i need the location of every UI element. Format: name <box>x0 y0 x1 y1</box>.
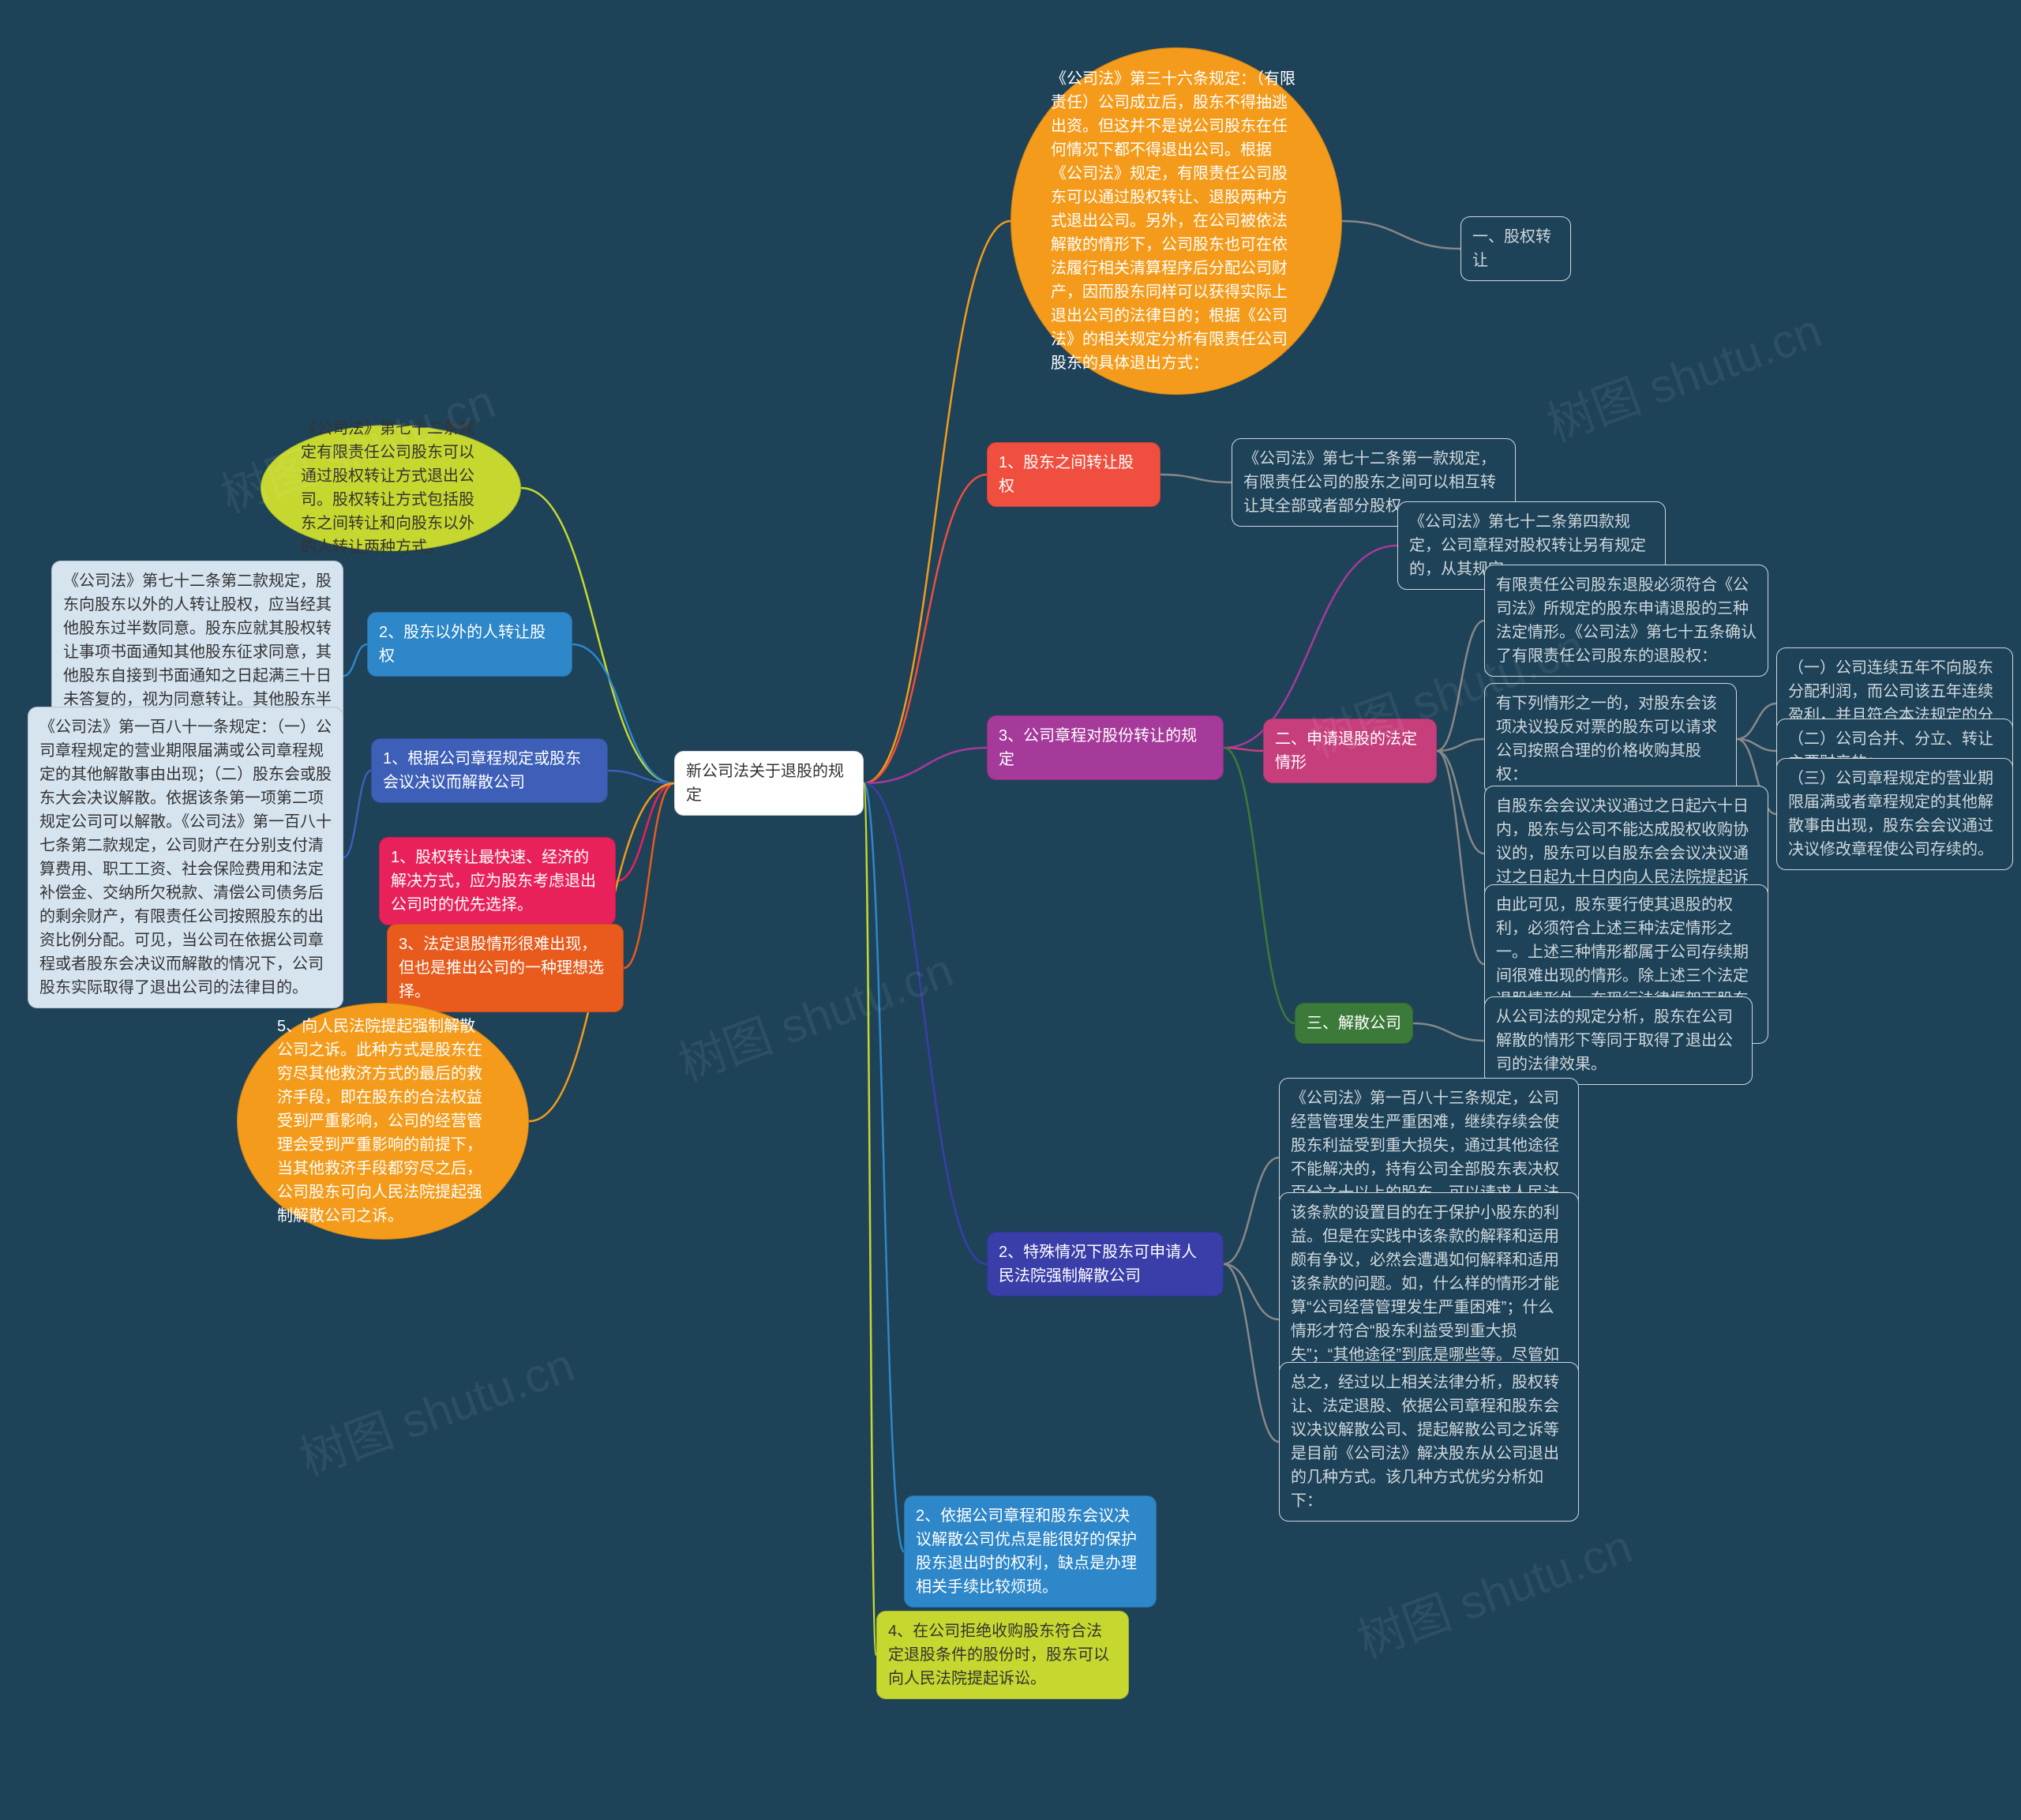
node-label: 有限责任公司股东退股必须符合《公司法》所规定的股东申请退股的三种法定情形。《公司… <box>1496 576 1757 665</box>
node-n_c2_c[interactable]: 总之，经过以上相关法律分析，股权转让、法定退股、依据公司章程和股东会议决议解散公… <box>1279 1362 1579 1522</box>
node-root[interactable]: 新公司法关于退股的规定 <box>674 751 864 816</box>
node-label: 2、特殊情况下股东可申请人民法院强制解散公司 <box>999 1244 1197 1285</box>
node-label: 二、申请退股的法定情形 <box>1275 730 1417 771</box>
node-n_b1[interactable]: 1、股东之间转让股权 <box>987 442 1160 507</box>
node-label: 总之，经过以上相关法律分析，股权转让、法定退股、依据公司章程和股东会议决议解散公… <box>1291 1374 1559 1510</box>
edge-n_c2-n_c2_a <box>1224 1158 1279 1264</box>
node-label: 3、法定退股情形很难出现，但也是推出公司的一种理想选择。 <box>399 936 604 1000</box>
watermark: 树图 shutu.cn <box>1347 1508 1640 1671</box>
node-n_b3_b2_iii[interactable]: （三）公司章程规定的营业期限届满或者章程规定的其他解散事由出现，股东会会议通过决… <box>1776 758 2013 870</box>
edge-n_b3-n_b3_b <box>1224 748 1263 751</box>
node-label: 从公司法的规定分析，股东在公司解散的情形下等同于取得了退出公司的法律效果。 <box>1496 1008 1733 1073</box>
node-label: 3、公司章程对股份转让的规定 <box>999 727 1197 768</box>
node-label: 《公司法》第一百八十一条规定：（一）公司章程规定的营业期限届满或公司章程规定的其… <box>39 719 332 996</box>
edge-n_b2-n_b2_detail <box>343 644 367 676</box>
node-n_d4[interactable]: 4、在公司拒绝收购股东符合法定退股条件的股份时，股东可以向人民法院提起诉讼。 <box>876 1611 1129 1699</box>
edge-root-n_d2 <box>864 783 904 1552</box>
node-label: 1、股东之间转让股权 <box>999 454 1134 495</box>
edge-root-n_b3 <box>864 748 987 783</box>
node-label: 1、根据公司章程规定或股东会议决议而解散公司 <box>383 750 581 791</box>
edge-n_b3_b-n_b3_b2 <box>1437 739 1484 751</box>
edge-root-n_b1 <box>864 475 987 783</box>
edge-root-n_d4 <box>864 783 876 1655</box>
node-n_d5[interactable]: 5、向人民法院提起强制解散公司之诉。此种方式是股东在穷尽其他救济方式的最后的救济… <box>237 1003 529 1240</box>
edge-root-n_d1 <box>616 783 674 881</box>
node-n_c1_detail[interactable]: 《公司法》第一百八十一条规定：（一）公司章程规定的营业期限届满或公司章程规定的其… <box>28 707 343 1008</box>
node-label: 2、股东以外的人转让股权 <box>379 624 546 665</box>
node-label: 有下列情形之一的，对股东会该项决议投反对票的股东可以请求公司按照合理的价格收购其… <box>1496 695 1717 783</box>
node-label: 1、股权转让最快速、经济的解决方式，应为股东考虑退出公司时的优先选择。 <box>391 849 596 914</box>
edge-n_b3_b-n_b3_b1 <box>1437 621 1484 751</box>
node-n_c1[interactable]: 1、根据公司章程规定或股东会议决议而解散公司 <box>371 738 608 803</box>
node-n_d3[interactable]: 3、法定退股情形很难出现，但也是推出公司的一种理想选择。 <box>387 924 624 1012</box>
node-n_b3_c_detail[interactable]: 从公司法的规定分析，股东在公司解散的情形下等同于取得了退出公司的法律效果。 <box>1484 996 1753 1085</box>
edge-n_b1-n_b1_detail <box>1160 475 1232 482</box>
edge-n_b3-n_b3_a <box>1224 546 1397 748</box>
node-n_intro[interactable]: 《公司法》第三十六条规定：（有限责任）公司成立后，股东不得抽逃出资。但这并不是说… <box>1010 47 1342 395</box>
node-n_c2[interactable]: 2、特殊情况下股东可申请人民法院强制解散公司 <box>987 1232 1224 1297</box>
node-n_b2[interactable]: 2、股东以外的人转让股权 <box>367 612 572 677</box>
node-n_d1[interactable]: 1、股权转让最快速、经济的解决方式，应为股东考虑退出公司时的优先选择。 <box>379 837 616 925</box>
watermark: 树图 shutu.cn <box>1536 292 1829 455</box>
node-n_transfer_title[interactable]: 一、股权转让 <box>1460 216 1571 281</box>
node-n_72[interactable]: 《公司法》第七十二条规定有限责任公司股东可以通过股权转让方式退出公司。股权转让方… <box>261 425 521 551</box>
edge-root-n_c2 <box>864 783 987 1264</box>
node-label: 2、依据公司章程和股东会议决议解散公司优点是能很好的保护股东退出时的权利，缺点是… <box>916 1507 1137 1596</box>
node-label: 4、在公司拒绝收购股东符合法定退股条件的股份时，股东可以向人民法院提起诉讼。 <box>888 1623 1109 1687</box>
node-n_b3_b1[interactable]: 有限责任公司股东退股必须符合《公司法》所规定的股东申请退股的三种法定情形。《公司… <box>1484 565 1768 677</box>
node-label: 一、股权转让 <box>1472 228 1551 269</box>
edge-n_b3-n_b3_c <box>1224 748 1295 1023</box>
node-n_b3[interactable]: 3、公司章程对股份转让的规定 <box>987 715 1224 780</box>
node-label: （三）公司章程规定的营业期限届满或者章程规定的其他解散事由出现，股东会会议通过决… <box>1788 770 1993 858</box>
node-n_b3_b2[interactable]: 有下列情形之一的，对股东会该项决议投反对票的股东可以请求公司按照合理的价格收购其… <box>1484 683 1737 795</box>
watermark: 树图 shutu.cn <box>289 1327 582 1489</box>
node-label: 《公司法》第七十二条规定有限责任公司股东可以通过股权转让方式退出公司。股权转让方… <box>301 417 481 559</box>
node-label: 《公司法》第三十六条规定：（有限责任）公司成立后，股东不得抽逃出资。但这并不是说… <box>1051 67 1302 375</box>
edge-root-n_d3 <box>624 783 674 968</box>
node-n_d2[interactable]: 2、依据公司章程和股东会议决议解散公司优点是能很好的保护股东退出时的权利，缺点是… <box>904 1495 1157 1608</box>
edge-n_b3_b-n_b3_b4 <box>1437 751 1484 964</box>
edge-n_b3_b-n_b3_b3 <box>1437 751 1484 854</box>
watermark: 树图 shutu.cn <box>668 932 961 1094</box>
node-label: 新公司法关于退股的规定 <box>686 763 844 804</box>
node-n_b3_b[interactable]: 二、申请退股的法定情形 <box>1263 719 1437 783</box>
node-label: 5、向人民法院提起强制解散公司之诉。此种方式是股东在穷尽其他救济方式的最后的救济… <box>277 1015 489 1228</box>
node-label: 三、解散公司 <box>1307 1015 1401 1032</box>
edge-n_b3_b2-n_b3_b2_ii <box>1737 739 1776 751</box>
edge-n_c2-n_c2_b <box>1224 1264 1279 1319</box>
edge-n_c1-n_c1_detail <box>343 771 371 857</box>
edge-n_c2-n_c2_c <box>1224 1264 1279 1442</box>
edge-n_intro-n_transfer_title <box>1342 221 1460 249</box>
edge-n_b3_b2-n_b3_b2_i <box>1737 704 1776 739</box>
node-n_b3_c[interactable]: 三、解散公司 <box>1295 1003 1413 1044</box>
edge-root-n_c1 <box>608 771 674 783</box>
edge-n_b3_c-n_b3_c_detail <box>1413 1023 1484 1041</box>
